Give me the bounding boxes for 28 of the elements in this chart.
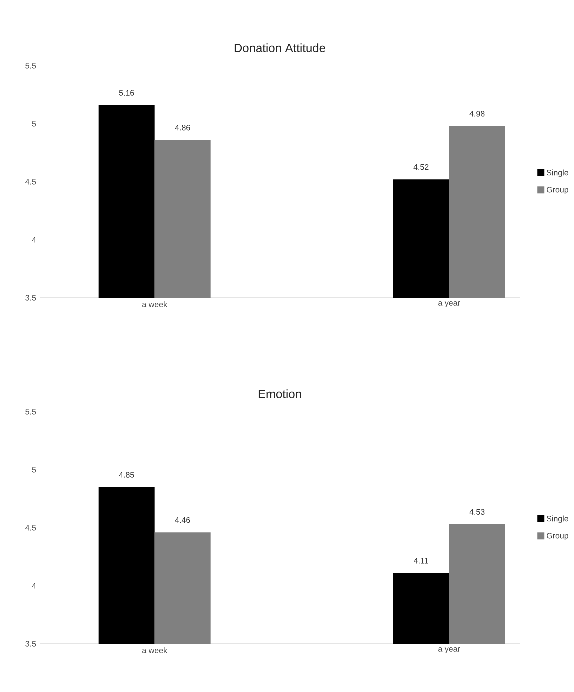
data-label: 4.46 [175,517,190,524]
legend-label: Group [547,533,569,540]
y-tick-label: 5 [32,121,36,127]
y-tick-label: 4 [32,583,36,589]
y-tick-label: 5 [32,467,36,473]
legend-label: Single [547,516,569,524]
legend-label: Single [547,170,569,178]
y-tick-label: 4.5 [26,525,36,531]
x-tick-label: a year [438,302,460,308]
data-label: 4.52 [414,164,429,170]
y-tick-label: 3.5 [26,295,36,301]
data-label: 5.16 [119,90,134,96]
data-label: 4.85 [119,472,134,478]
y-tick-label: 3.5 [26,641,36,647]
x-tick-label: a week [142,302,168,308]
data-label: 4.98 [470,111,485,117]
legend-label: Group [547,187,569,194]
data-label: 4.11 [414,558,429,564]
y-tick-label: 4 [32,237,36,243]
x-tick-label: a week [142,648,168,654]
x-tick-label: a year [438,648,460,654]
y-tick-label: 5.5 [26,409,36,415]
data-label: 4.53 [470,509,485,515]
chart-title: Emotion [259,390,302,398]
chart-title: Donation Attitude [235,44,326,52]
data-label: 4.86 [175,125,190,131]
y-tick-label: 5.5 [26,63,36,69]
y-tick-label: 4.5 [26,179,36,185]
